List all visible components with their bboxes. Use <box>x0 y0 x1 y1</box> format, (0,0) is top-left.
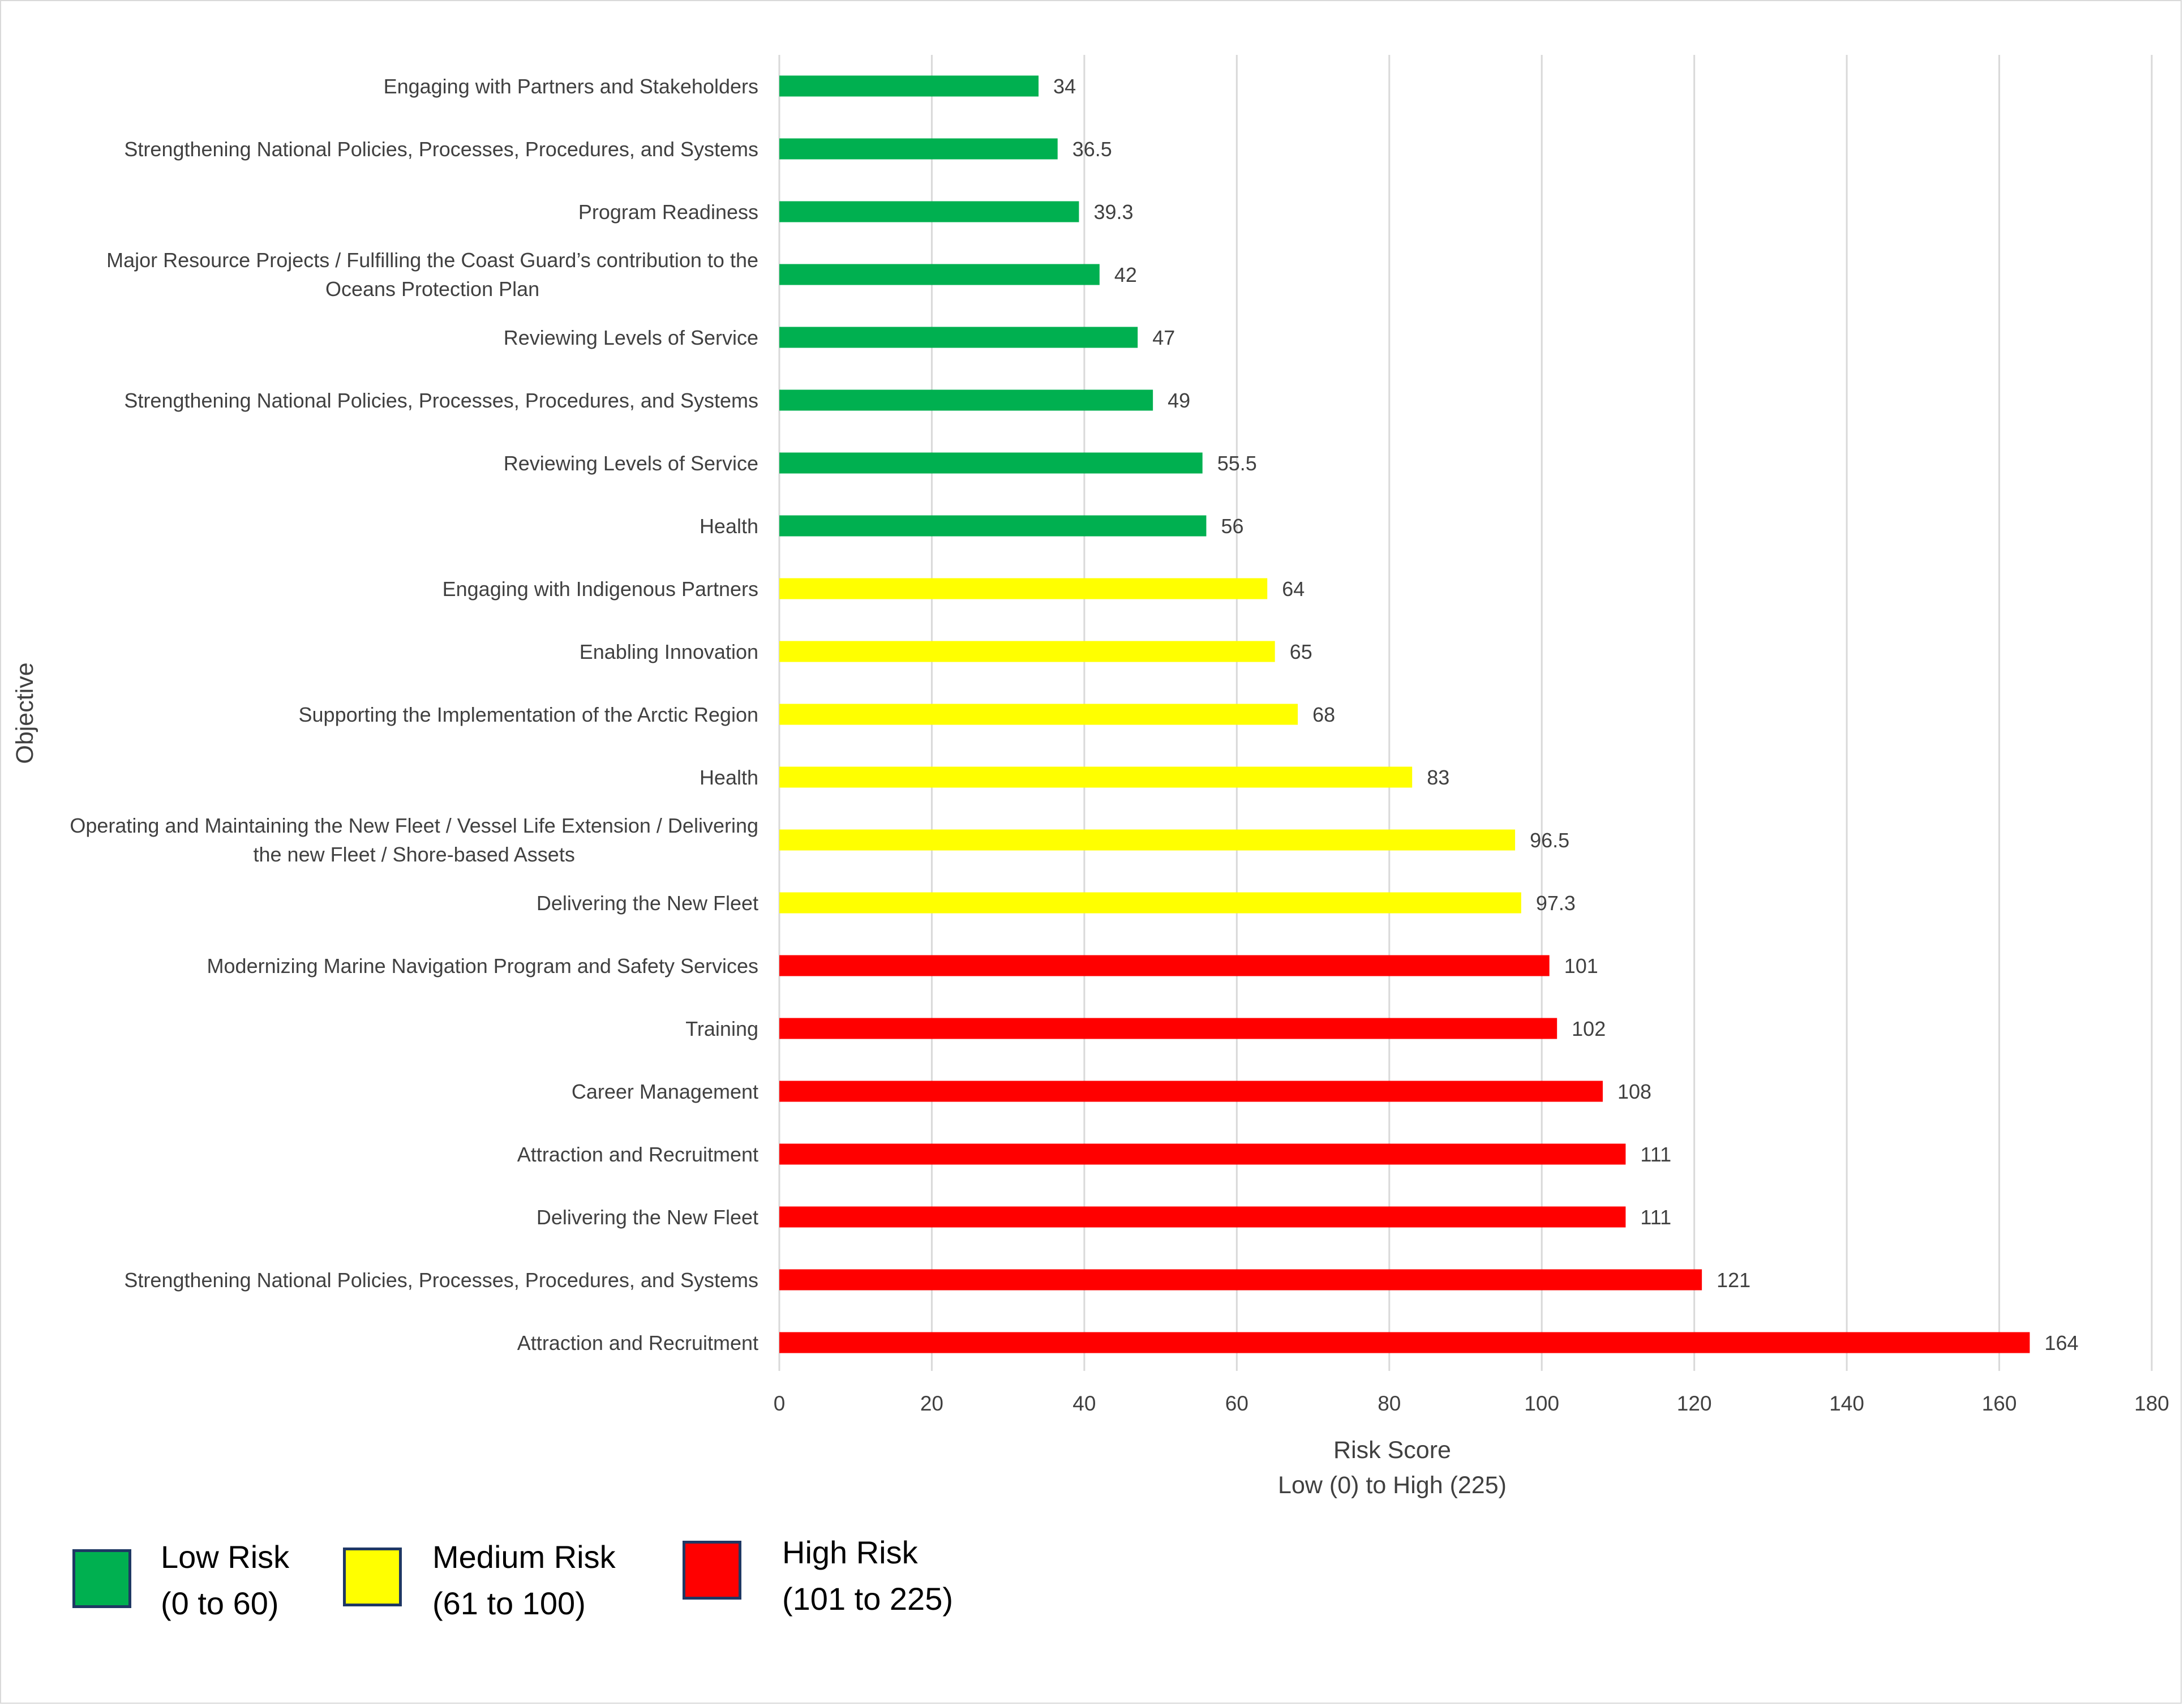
bar-low <box>779 138 1058 160</box>
y-axis-title: Objective <box>11 662 38 764</box>
bar-high <box>779 1269 1702 1291</box>
category-label: Reviewing Levels of Service <box>504 326 758 349</box>
category-label: Attraction and Recruitment <box>517 1143 758 1166</box>
x-tick-label: 100 <box>1524 1392 1559 1415</box>
bar-low <box>779 201 1079 222</box>
bar-low <box>779 264 1100 285</box>
value-label: 111 <box>1640 1206 1671 1229</box>
category-label: Major Resource Projects / Fulfilling the… <box>106 248 758 272</box>
bar-low <box>779 327 1138 348</box>
category-label: Supporting the Implementation of the Arc… <box>299 703 758 726</box>
category-label: Health <box>700 766 758 789</box>
x-tick-labels: 0 20 40 60 80 100 120 140 160 180 <box>774 1392 2169 1415</box>
value-label: 102 <box>1572 1017 1606 1040</box>
value-label: 47 <box>1152 326 1175 349</box>
category-label: Attraction and Recruitment <box>517 1331 758 1354</box>
bar-high <box>779 1332 2030 1353</box>
legend-swatch-medium <box>343 1548 402 1606</box>
x-tick-label: 120 <box>1677 1392 1712 1415</box>
value-label: 39.3 <box>1093 200 1133 224</box>
x-tick-label: 160 <box>1982 1392 2017 1415</box>
category-label: Engaging with Partners and Stakeholders <box>384 75 758 98</box>
legend-label: Low Risk <box>161 1539 290 1575</box>
value-label: 96.5 <box>1530 829 1569 852</box>
value-label: 36.5 <box>1072 138 1112 161</box>
bar-medium <box>779 578 1268 599</box>
category-label: Operating and Maintaining the New Fleet … <box>70 814 758 837</box>
value-label: 97.3 <box>1536 891 1576 915</box>
bar-medium <box>779 829 1516 851</box>
bar-low <box>779 75 1039 97</box>
bar-high <box>779 1081 1603 1102</box>
value-label: 34 <box>1053 75 1076 98</box>
category-label: Health <box>700 515 758 538</box>
x-tick-label: 140 <box>1829 1392 1864 1415</box>
bar-medium <box>779 892 1521 914</box>
value-labels: 34 36.5 39.3 42 47 49 55.5 56 64 65 68 83 96.5 97.3 10… <box>1053 75 2078 1354</box>
category-label: Career Management <box>572 1080 758 1103</box>
value-label: 64 <box>1282 577 1305 601</box>
value-label: 121 <box>1717 1268 1750 1292</box>
category-label: Engaging with Indigenous Partners <box>443 577 758 601</box>
bar-high <box>779 1018 1557 1039</box>
bar-high <box>779 1143 1626 1165</box>
bar-low <box>779 452 1203 474</box>
x-tick-label: 60 <box>1225 1392 1248 1415</box>
bar-high <box>779 1206 1626 1228</box>
category-label: Training <box>685 1017 758 1040</box>
legend-text-medium: Medium Risk (61 to 100) <box>432 1534 616 1627</box>
value-label: 65 <box>1290 640 1312 663</box>
value-label: 55.5 <box>1217 452 1257 475</box>
bar-low <box>779 389 1153 411</box>
bar-medium <box>779 766 1413 788</box>
bar-medium <box>779 704 1298 725</box>
x-axis-subtitle: Low (0) to High (225) <box>1278 1472 1507 1499</box>
value-label: 49 <box>1168 389 1190 412</box>
legend-swatch-high <box>683 1541 741 1600</box>
legend-range: (101 to 225) <box>782 1581 953 1617</box>
category-label: the new Fleet / Shore-based Assets <box>254 843 575 866</box>
category-label: Strengthening National Policies, Process… <box>124 138 758 161</box>
category-label: Reviewing Levels of Service <box>504 452 758 475</box>
value-label: 111 <box>1640 1143 1671 1166</box>
value-label: 68 <box>1312 703 1335 726</box>
bar-medium <box>779 641 1275 662</box>
category-label: Program Readiness <box>578 200 758 224</box>
bar-high <box>779 955 1550 976</box>
category-labels: Engaging with Partners and Stakeholders S… <box>70 75 758 1354</box>
x-tick-label: 0 <box>774 1392 786 1415</box>
x-tick-label: 180 <box>2134 1392 2169 1415</box>
value-label: 108 <box>1617 1080 1651 1103</box>
legend-text-low: Low Risk (0 to 60) <box>161 1534 289 1627</box>
category-label: Modernizing Marine Navigation Program an… <box>207 954 758 978</box>
category-label: Delivering the New Fleet <box>537 891 758 915</box>
x-tick-label: 20 <box>920 1392 943 1415</box>
legend-range: (0 to 60) <box>161 1585 279 1621</box>
bars <box>779 75 2030 1353</box>
value-label: 164 <box>2044 1331 2078 1354</box>
category-label: Oceans Protection Plan <box>325 277 539 301</box>
category-label: Strengthening National Policies, Process… <box>124 1268 758 1292</box>
bar-low <box>779 515 1207 537</box>
category-label: Enabling Innovation <box>580 640 758 663</box>
category-label: Strengthening National Policies, Process… <box>124 389 758 412</box>
legend-text-high: High Risk (101 to 225) <box>782 1529 953 1622</box>
value-label: 101 <box>1564 954 1598 978</box>
x-tick-label: 40 <box>1072 1392 1096 1415</box>
legend-range: (61 to 100) <box>432 1585 586 1621</box>
value-label: 83 <box>1427 766 1449 789</box>
category-label: Delivering the New Fleet <box>537 1206 758 1229</box>
value-label: 42 <box>1114 263 1137 286</box>
value-label: 56 <box>1221 515 1243 538</box>
legend-label: High Risk <box>782 1534 918 1570</box>
x-axis-title: Risk Score <box>1333 1437 1451 1464</box>
legend-label: Medium Risk <box>432 1539 616 1575</box>
x-tick-label: 80 <box>1378 1392 1401 1415</box>
legend-swatch-low <box>72 1549 131 1608</box>
